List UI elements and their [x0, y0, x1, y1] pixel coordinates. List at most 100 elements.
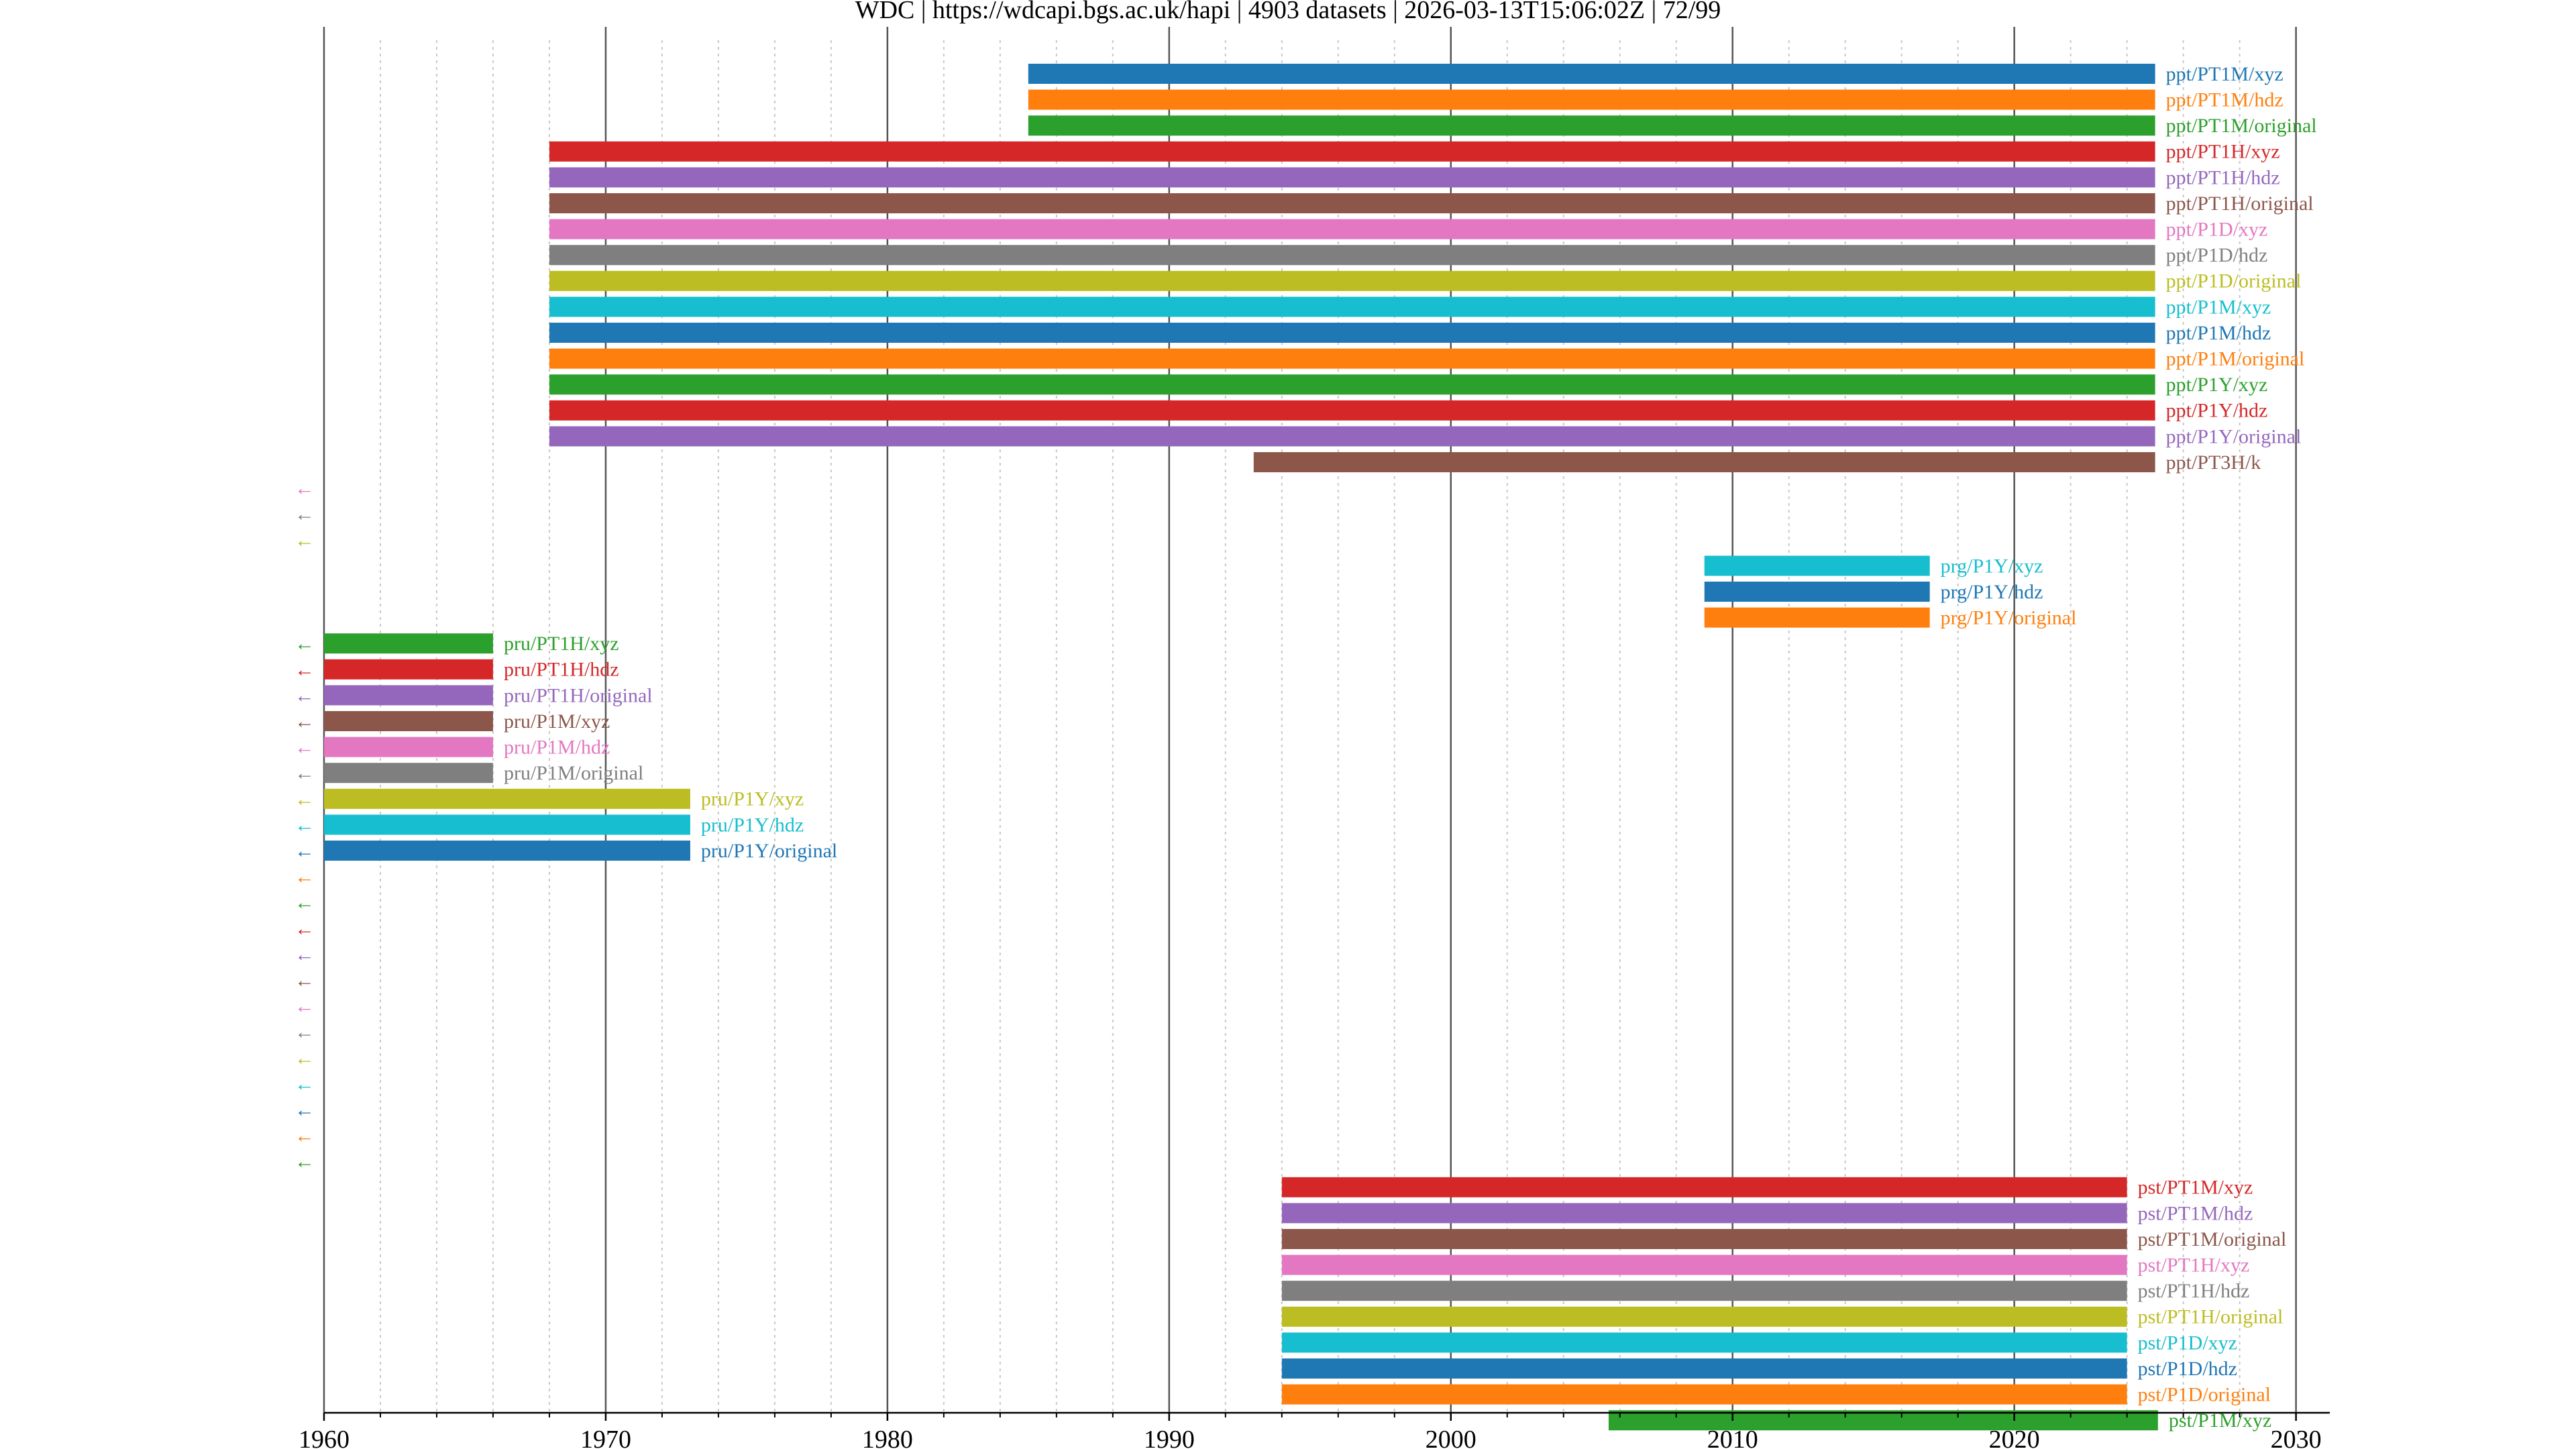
label-pru-p1y-hdz: pru/P1Y/hdz	[701, 814, 804, 836]
bar-ppt-p1m-xyz	[549, 297, 2155, 317]
bar-pru-pt1h-xyz	[324, 633, 493, 654]
bar-ppt-p1y-hdz	[549, 400, 2155, 421]
x-tick-label: 1980	[862, 1426, 913, 1449]
label-ppt-p1d-original: ppt/P1D/original	[2166, 270, 2302, 292]
label-ppt-pt1h-xyz: ppt/PT1H/xyz	[2166, 141, 2280, 163]
x-tick-label: 2020	[1989, 1426, 2040, 1449]
bar-pru-pt1h-original	[324, 685, 493, 706]
x-tick-label: 2010	[1707, 1426, 1758, 1449]
left-arrow-icon: ←	[294, 866, 315, 888]
bar-pru-pt1h-hdz	[324, 659, 493, 680]
x-tick-label: 1960	[299, 1426, 350, 1449]
chart-title: WDC | https://wdcapi.bgs.ac.uk/hapi | 49…	[855, 0, 1721, 24]
bar-pst-p1d-xyz	[1281, 1332, 2127, 1353]
label-ppt-pt1m-hdz: ppt/PT1M/hdz	[2166, 89, 2284, 111]
label-ppt-pt3h-k: ppt/PT3H/k	[2166, 451, 2261, 474]
left-arrow-icon: ←	[294, 1150, 315, 1173]
bar-pst-pt1m-original	[1281, 1229, 2127, 1249]
bar-pst-pt1m-hdz	[1281, 1203, 2127, 1224]
left-arrow-icon: ←	[294, 1073, 315, 1095]
left-arrow-icon: ←	[294, 1047, 315, 1069]
bar-prg-p1y-xyz	[1704, 555, 1930, 576]
label-ppt-p1d-xyz: ppt/P1D/xyz	[2166, 219, 2268, 241]
bar-pru-p1y-original	[324, 841, 690, 861]
bar-ppt-pt1h-xyz	[549, 141, 2155, 162]
bar-ppt-p1m-original	[549, 348, 2155, 369]
bar-ppt-p1d-xyz	[549, 219, 2155, 239]
label-pst-pt1m-hdz: pst/PT1M/hdz	[2138, 1202, 2253, 1224]
x-tick-label: 2030	[2271, 1426, 2322, 1449]
label-ppt-p1y-xyz: ppt/P1Y/xyz	[2166, 374, 2268, 396]
label-pru-pt1h-original: pru/PT1H/original	[504, 684, 653, 706]
label-pru-p1y-original: pru/P1Y/original	[701, 840, 837, 862]
left-arrow-icon: ←	[294, 478, 315, 500]
left-arrow-icon: ←	[294, 788, 315, 810]
bar-pru-p1y-xyz	[324, 788, 690, 809]
label-pru-p1y-xyz: pru/P1Y/xyz	[701, 788, 804, 810]
bar-pst-pt1h-xyz	[1281, 1254, 2127, 1275]
bar-ppt-pt3h-k	[1253, 452, 2155, 472]
label-pst-p1d-original: pst/P1D/original	[2138, 1384, 2271, 1406]
bar-pru-p1m-original	[324, 763, 493, 784]
bar-ppt-pt1m-original	[1028, 115, 2155, 136]
left-arrow-icon: ←	[294, 684, 315, 706]
bar-pru-p1y-hdz	[324, 814, 690, 835]
bar-ppt-p1y-original	[549, 426, 2155, 447]
bar-pru-p1m-xyz	[324, 711, 493, 731]
bar-ppt-p1d-original	[549, 270, 2155, 291]
left-arrow-icon: ←	[294, 1099, 315, 1121]
label-ppt-p1y-original: ppt/P1Y/original	[2166, 425, 2302, 447]
label-prg-p1y-original: prg/P1Y/original	[1941, 607, 2077, 629]
bar-pst-p1d-original	[1281, 1384, 2127, 1405]
label-ppt-pt1h-original: ppt/PT1H/original	[2166, 193, 2314, 215]
label-ppt-p1m-original: ppt/P1M/original	[2166, 348, 2305, 370]
label-pru-p1m-original: pru/P1M/original	[504, 762, 643, 784]
left-arrow-icon: ←	[294, 969, 315, 991]
left-arrow-icon: ←	[294, 1021, 315, 1043]
bar-ppt-pt1m-xyz	[1028, 64, 2155, 84]
bar-ppt-p1d-hdz	[549, 245, 2155, 266]
dataset-labels: ppt/PT1M/xyz ppt/PT1M/hdz ppt/PT1M/origina…	[504, 63, 2317, 1432]
left-arrow-icon: ←	[294, 1125, 315, 1147]
label-ppt-p1m-hdz: ppt/P1M/hdz	[2166, 322, 2271, 344]
bar-ppt-pt1h-hdz	[549, 167, 2155, 188]
bar-ppt-pt1m-hdz	[1028, 89, 2155, 110]
label-pru-pt1h-hdz: pru/PT1H/hdz	[504, 659, 619, 681]
left-arrow-icon: ←	[294, 710, 315, 733]
bar-pst-pt1h-hdz	[1281, 1281, 2127, 1301]
left-arrow-icon: ←	[294, 996, 315, 1018]
label-ppt-p1y-hdz: ppt/P1Y/hdz	[2166, 400, 2268, 422]
bar-pst-pt1h-original	[1281, 1306, 2127, 1327]
bar-prg-p1y-hdz	[1704, 582, 1930, 602]
left-arrow-icon: ←	[294, 814, 315, 836]
label-pru-pt1h-xyz: pru/PT1H/xyz	[504, 633, 619, 655]
left-arrow-icon: ←	[294, 659, 315, 681]
label-ppt-pt1m-original: ppt/PT1M/original	[2166, 115, 2317, 137]
left-arrow-icon: ←	[294, 892, 315, 914]
label-ppt-p1d-hdz: ppt/P1D/hdz	[2166, 244, 2268, 266]
left-arrow-icon: ←	[294, 633, 315, 655]
label-pst-pt1m-xyz: pst/PT1M/xyz	[2138, 1177, 2253, 1199]
label-pst-pt1h-original: pst/PT1H/original	[2138, 1306, 2284, 1328]
label-ppt-pt1h-hdz: ppt/PT1H/hdz	[2166, 166, 2280, 189]
label-pst-p1d-xyz: pst/P1D/xyz	[2138, 1332, 2237, 1354]
bar-ppt-p1m-hdz	[549, 323, 2155, 343]
label-pst-pt1h-hdz: pst/PT1H/hdz	[2138, 1280, 2250, 1302]
x-axis: 1960 1970 1980 1990 2000 2010 2020 2030	[299, 1411, 2330, 1449]
label-pst-pt1m-original: pst/PT1M/original	[2138, 1228, 2287, 1250]
left-arrow-icon: ←	[294, 918, 315, 940]
left-arrow-icon: ←	[294, 529, 315, 551]
label-ppt-pt1m-xyz: ppt/PT1M/xyz	[2166, 63, 2284, 85]
label-prg-p1y-xyz: prg/P1Y/xyz	[1941, 555, 2043, 577]
label-prg-p1y-hdz: prg/P1Y/hdz	[1941, 581, 2043, 603]
label-pst-pt1h-xyz: pst/PT1H/xyz	[2138, 1254, 2250, 1277]
left-arrow-icon: ←	[294, 737, 315, 759]
x-tick-label: 1970	[580, 1426, 631, 1449]
bar-prg-p1y-original	[1704, 607, 1930, 628]
left-arrow-icon: ←	[294, 503, 315, 525]
left-arrow-icon: ←	[294, 943, 315, 965]
bar-pst-p1d-hdz	[1281, 1358, 2127, 1379]
x-tick-label: 1990	[1144, 1426, 1195, 1449]
left-arrow-icon: ←	[294, 762, 315, 784]
